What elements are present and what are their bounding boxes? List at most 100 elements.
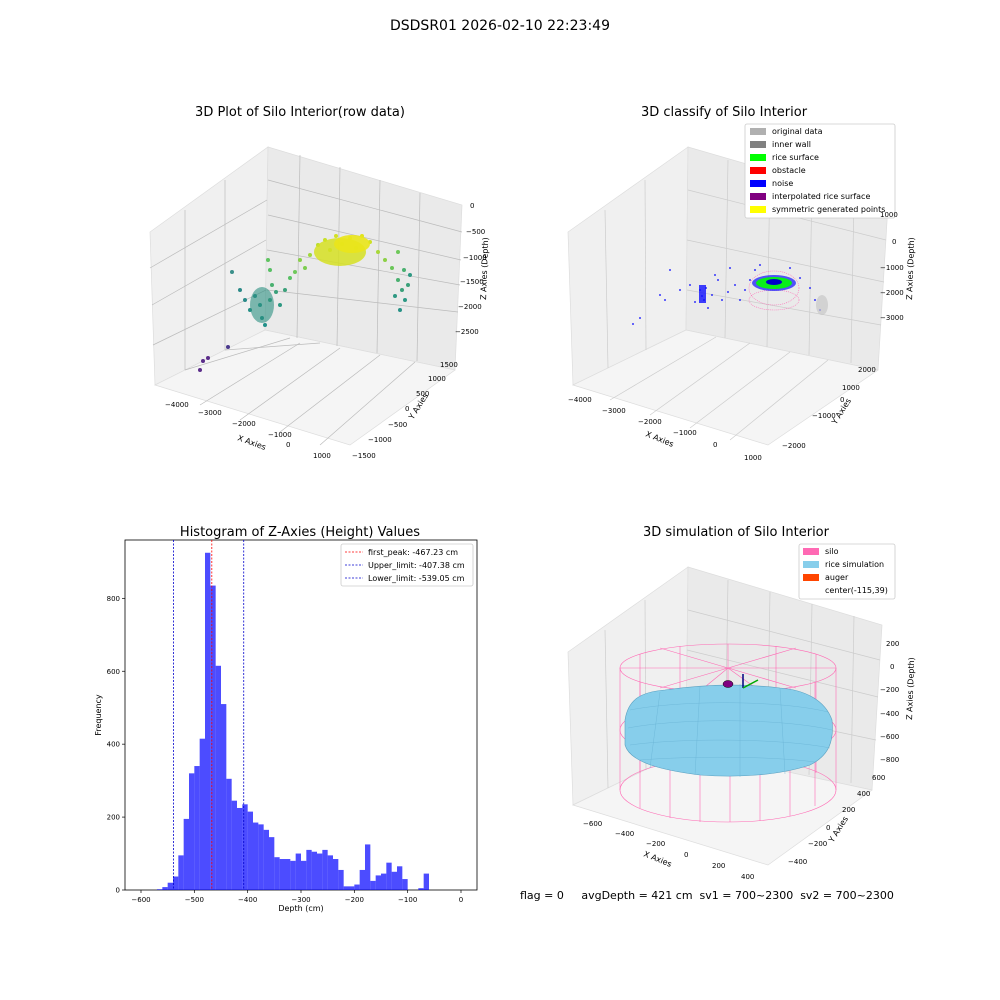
rice-simulation-surface bbox=[624, 684, 833, 777]
raw-xtick: −3000 bbox=[198, 409, 222, 417]
simulation-zlabel: Z Axies (Depth) bbox=[905, 657, 916, 720]
sim-ytick: −200 bbox=[808, 840, 827, 848]
legend-swatch-silo bbox=[803, 548, 819, 555]
histogram-bar bbox=[253, 822, 259, 890]
histogram-bars bbox=[157, 552, 429, 890]
histogram-bar bbox=[263, 829, 269, 890]
classify-ytick: −1000 bbox=[812, 412, 836, 420]
classify-ztick: −2000 bbox=[880, 289, 904, 297]
histogram-bar bbox=[295, 853, 301, 890]
histogram-bar bbox=[173, 876, 179, 890]
histogram-bar bbox=[322, 849, 328, 890]
classify-z-ticks: 1000 0 −1000 −2000 −3000 bbox=[880, 211, 904, 322]
histogram-xtick-label: −100 bbox=[398, 896, 417, 904]
histogram-bar bbox=[167, 882, 173, 890]
raw-xtick: 1000 bbox=[313, 452, 331, 460]
histogram-xtick-label: −400 bbox=[238, 896, 257, 904]
histogram-bar bbox=[274, 857, 280, 890]
raw-ytick: 500 bbox=[416, 390, 429, 398]
histogram-bar bbox=[311, 851, 317, 890]
histogram-bar bbox=[317, 853, 323, 890]
legend-swatch-original-data bbox=[750, 128, 766, 135]
classify-ztick: −1000 bbox=[880, 264, 904, 272]
histogram-bar bbox=[343, 886, 349, 890]
histogram-bar bbox=[215, 665, 221, 890]
histogram-bar bbox=[423, 873, 429, 890]
histogram-bar bbox=[349, 886, 355, 890]
legend-swatch-symmetric bbox=[750, 206, 766, 213]
y-arrow bbox=[742, 679, 759, 689]
sim-ytick: 600 bbox=[872, 774, 885, 782]
histogram-xtick-label: −300 bbox=[291, 896, 310, 904]
legend-label: inner wall bbox=[772, 140, 811, 149]
legend-label: noise bbox=[772, 179, 793, 188]
raw-ytick: −1500 bbox=[352, 452, 376, 460]
classify-y-ticks: −2000 −1000 0 1000 2000 bbox=[782, 366, 876, 450]
histogram-bar bbox=[397, 866, 403, 890]
histogram-bar bbox=[183, 818, 189, 890]
classify-3d-box bbox=[567, 146, 889, 446]
classify-point-cloud bbox=[632, 264, 828, 325]
raw-ytick: −1000 bbox=[368, 436, 392, 444]
figure-title: DSDSR01 2026-02-10 22:23:49 bbox=[389, 18, 610, 34]
auger-marker bbox=[722, 680, 734, 688]
legend-label: rice simulation bbox=[825, 560, 884, 569]
simulation-3d-box bbox=[567, 566, 883, 866]
histogram-bar bbox=[375, 875, 381, 890]
sim-ztick: −600 bbox=[880, 733, 899, 741]
raw-xtick: −4000 bbox=[165, 401, 189, 409]
raw-ztick: −500 bbox=[466, 228, 485, 236]
histogram-legend-box bbox=[340, 543, 474, 587]
simulation-ylabel: Y Axies bbox=[827, 815, 851, 845]
legend-label: Lower_limit: -539.05 cm bbox=[368, 574, 465, 583]
histogram-bar bbox=[402, 879, 408, 890]
classify-xtick: −1000 bbox=[673, 429, 697, 437]
histogram-bar bbox=[189, 773, 195, 890]
histogram-ytick-label: 800 bbox=[107, 595, 120, 603]
sim-xtick: −600 bbox=[583, 820, 602, 828]
histogram-y-ticks: 0 200 400 600 800 bbox=[107, 595, 125, 895]
histogram-vlines bbox=[173, 540, 245, 890]
histogram-bar bbox=[359, 869, 365, 890]
sim-ztick: −400 bbox=[880, 710, 899, 718]
classify-ztick: 0 bbox=[892, 238, 896, 246]
histogram-legend: first_peak: -467.23 cm Upper_limit: -407… bbox=[340, 543, 474, 587]
classify-xtick: 1000 bbox=[744, 454, 762, 462]
sim-ztick: 200 bbox=[886, 640, 899, 648]
classify-ytick: 2000 bbox=[858, 366, 876, 374]
legend-label: symmetric generated points bbox=[772, 205, 885, 214]
legend-label: center(-115,39) bbox=[825, 586, 888, 595]
sim-xtick: −200 bbox=[646, 840, 665, 848]
raw-ztick: −2500 bbox=[455, 328, 479, 336]
histogram-bar bbox=[231, 800, 237, 890]
classify-legend-box bbox=[744, 123, 896, 219]
histogram-bar bbox=[237, 807, 243, 890]
raw-zlabel: Z Axies (Depth) bbox=[479, 237, 490, 300]
sim-xtick: −400 bbox=[615, 830, 634, 838]
histogram-frame bbox=[124, 539, 478, 891]
sim-ztick: −200 bbox=[880, 686, 899, 694]
raw-point-cloud bbox=[198, 234, 412, 372]
histogram-xlabel: Depth (cm) bbox=[278, 904, 323, 913]
classify-xtick: 0 bbox=[713, 441, 717, 449]
histogram-bar bbox=[333, 859, 339, 890]
rice-mesh bbox=[627, 684, 833, 777]
legend-swatch-inner-wall bbox=[750, 141, 766, 148]
legend-label: rice surface bbox=[772, 153, 819, 162]
histogram-bar bbox=[327, 855, 333, 890]
legend-swatch-noise bbox=[750, 180, 766, 187]
legend-label: original data bbox=[772, 127, 823, 136]
histogram-bar bbox=[157, 889, 163, 890]
histogram-bar bbox=[210, 585, 216, 890]
classify-ylabel: Y Axies bbox=[830, 397, 854, 427]
raw-ztick: −1500 bbox=[460, 278, 484, 286]
legend-label: interpolated rice surface bbox=[772, 192, 870, 201]
histogram-ytick-label: 0 bbox=[116, 887, 120, 895]
raw-ylabel: Y Axies bbox=[407, 392, 431, 422]
legend-label: first_peak: -467.23 cm bbox=[368, 548, 458, 557]
raw-ztick: −1000 bbox=[463, 254, 487, 262]
